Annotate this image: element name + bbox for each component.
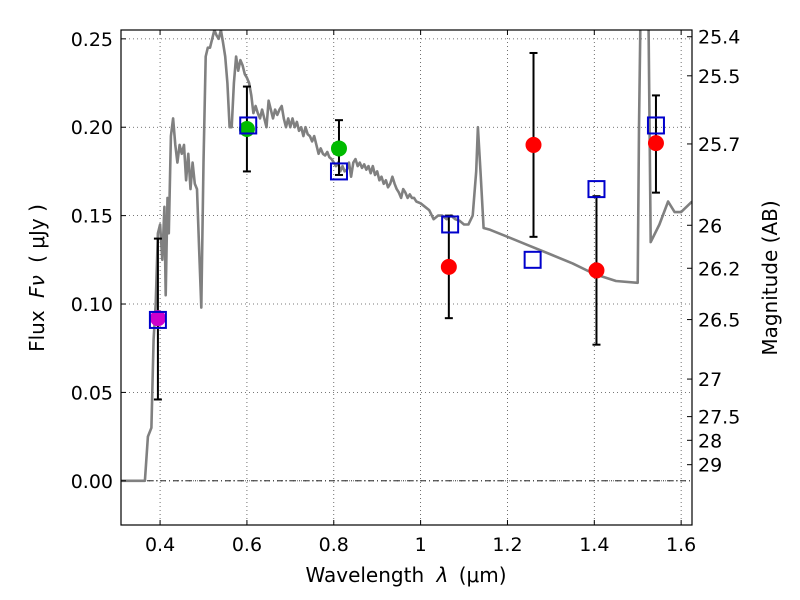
x-tick-label: 0.8 bbox=[319, 534, 349, 556]
data-point-observed_red bbox=[440, 258, 457, 275]
spectrum-line bbox=[121, 30, 642, 483]
y-tick-label: 0.00 bbox=[71, 471, 113, 493]
y-tick-label: 0.15 bbox=[71, 206, 113, 228]
mag-tick-label: 27 bbox=[698, 369, 722, 391]
axis-ticks: 0.4 0.6 0.8 1 1.2 1.4 1.6 0.00 0.05 0.10 0.15 0.20 0… bbox=[71, 27, 741, 556]
mag-tick-label: 25.7 bbox=[698, 134, 740, 156]
data-point-observed_red bbox=[525, 136, 542, 153]
y-tick-label: 0.10 bbox=[71, 294, 113, 316]
mag-tick-label: 26.2 bbox=[698, 258, 740, 280]
x-tick-label: 1.2 bbox=[492, 534, 522, 556]
y-tick-label: 0.20 bbox=[71, 117, 113, 139]
mag-tick-label: 25.5 bbox=[698, 66, 740, 88]
mag-tick-label: 29 bbox=[698, 455, 722, 477]
x-tick-label: 1.6 bbox=[666, 534, 696, 556]
y-tick-label: 0.25 bbox=[71, 29, 113, 51]
mag-tick-label: 27.5 bbox=[698, 407, 740, 429]
x-axis-label: Wavelength λ (μm) bbox=[305, 563, 506, 587]
model-square bbox=[587, 180, 606, 199]
model-square bbox=[239, 116, 258, 135]
model-square bbox=[329, 162, 348, 181]
model-square bbox=[441, 215, 460, 234]
plot-frame bbox=[120, 29, 693, 526]
plot-area bbox=[121, 30, 692, 483]
x-tick-label: 0.6 bbox=[232, 534, 262, 556]
data-point-observed_red bbox=[588, 262, 605, 279]
model-square bbox=[646, 116, 665, 135]
model-square bbox=[148, 310, 167, 329]
mag-tick-label: 28 bbox=[698, 430, 722, 452]
mag-tick-label: 26.5 bbox=[698, 310, 740, 332]
mag-tick-label: 25.4 bbox=[698, 27, 740, 49]
data-point-observed_red bbox=[647, 135, 664, 152]
x-tick-label: 1.4 bbox=[579, 534, 609, 556]
y2-axis-label: Magnitude (AB) bbox=[758, 200, 782, 355]
y-axis-label: Flux Fν ( μJy ) bbox=[25, 204, 49, 352]
spectrum-line bbox=[647, 30, 692, 244]
y-tick-label: 0.05 bbox=[71, 382, 113, 404]
mag-tick-label: 26 bbox=[698, 215, 722, 237]
x-tick-label: 0.4 bbox=[145, 534, 175, 556]
data-point-observed_green bbox=[330, 140, 347, 157]
grid bbox=[121, 30, 692, 525]
model-square bbox=[523, 250, 542, 269]
x-tick-label: 1 bbox=[415, 534, 427, 556]
